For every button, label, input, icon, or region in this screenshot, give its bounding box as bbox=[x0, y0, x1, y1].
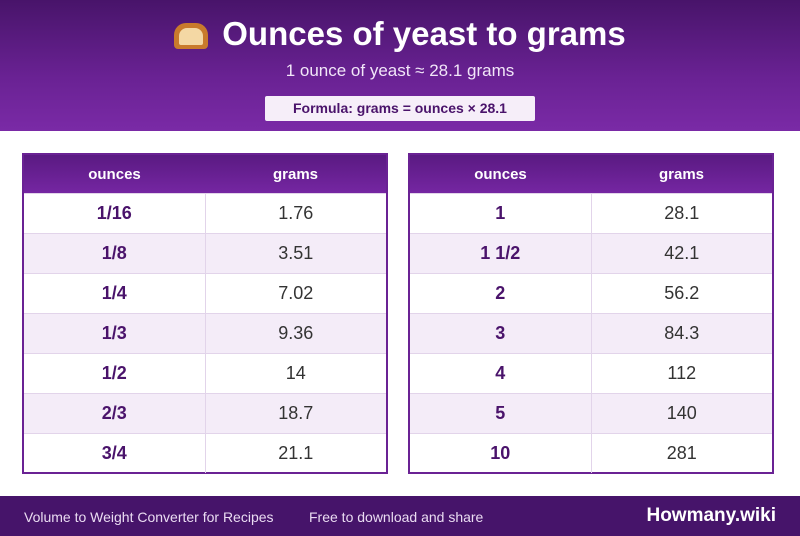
table-row: 1 1/2 42.1 bbox=[410, 233, 772, 273]
ounces-cell: 1/2 bbox=[24, 354, 206, 393]
grams-cell: 9.36 bbox=[278, 323, 314, 343]
ounces-cell: 10 bbox=[410, 434, 592, 473]
grams-cell: 28.1 bbox=[664, 203, 700, 223]
ounces-cell: 2/3 bbox=[24, 394, 206, 433]
table-row: 3 84.3 bbox=[410, 313, 772, 353]
formula-box: Formula: grams = ounces × 28.1 bbox=[265, 96, 535, 121]
table-row: 1/2 14 bbox=[24, 353, 386, 393]
grams-cell: 21.1 bbox=[278, 443, 314, 463]
ounces-cell: 1/8 bbox=[24, 234, 206, 273]
grams-cell: 84.3 bbox=[664, 323, 700, 343]
footer-brand: Howmany.wiki bbox=[646, 505, 776, 526]
ounces-cell: 1/16 bbox=[24, 194, 206, 233]
grams-cell: 7.02 bbox=[278, 283, 314, 303]
ounces-cell: 1/3 bbox=[24, 314, 206, 353]
grams-cell: 281 bbox=[666, 443, 697, 463]
table-row: 2/3 18.7 bbox=[24, 393, 386, 433]
ounces-cell: 1/4 bbox=[24, 274, 206, 313]
column-header-grams: grams bbox=[658, 165, 705, 183]
grams-cell: 112 bbox=[667, 363, 697, 383]
table-row: 3/4 21.1 bbox=[24, 433, 386, 473]
page-title-text: Ounces of yeast to grams bbox=[222, 15, 626, 52]
page-title: Ounces of yeast to grams bbox=[0, 14, 800, 54]
bread-icon bbox=[174, 19, 209, 49]
table-row: 1/8 3.51 bbox=[24, 233, 386, 273]
ounces-cell: 2 bbox=[410, 274, 592, 313]
conversion-table-right: ounces grams 1 28.1 1 1/2 42.1 2 56.2 3 … bbox=[408, 153, 774, 474]
table-row: 4 112 bbox=[410, 353, 772, 393]
ounces-cell: 4 bbox=[410, 354, 592, 393]
table-row: 2 56.2 bbox=[410, 273, 772, 313]
table-row: 5 140 bbox=[410, 393, 772, 433]
ounces-cell: 1 bbox=[410, 194, 592, 233]
column-header-ounces: ounces bbox=[474, 165, 527, 183]
page-subtitle: 1 ounce of yeast ≈ 28.1 grams bbox=[285, 61, 515, 80]
table-header: ounces grams bbox=[410, 155, 772, 193]
footer-bar: Volume to Weight Converter for Recipes F… bbox=[0, 496, 800, 536]
grams-cell: 56.2 bbox=[664, 283, 700, 303]
ounces-cell: 5 bbox=[410, 394, 592, 433]
ounces-cell: 1 1/2 bbox=[410, 234, 592, 273]
ounces-cell: 3/4 bbox=[24, 434, 206, 473]
column-header-grams: grams bbox=[272, 165, 319, 183]
footer-converter-text: Volume to Weight Converter for Recipes bbox=[24, 509, 274, 525]
header-banner: Ounces of yeast to grams 1 ounce of yeas… bbox=[0, 0, 800, 131]
ounces-cell: 3 bbox=[410, 314, 592, 353]
table-row: 1/4 7.02 bbox=[24, 273, 386, 313]
grams-cell: 18.7 bbox=[278, 403, 314, 423]
grams-cell: 42.1 bbox=[664, 243, 700, 263]
grams-cell: 14 bbox=[285, 363, 306, 383]
table-row: 1/3 9.36 bbox=[24, 313, 386, 353]
conversion-table-left: ounces grams 1/16 1.76 1/8 3.51 1/4 7.02… bbox=[22, 153, 388, 474]
table-row: 1 28.1 bbox=[410, 193, 772, 233]
table-row: 10 281 bbox=[410, 433, 772, 473]
grams-cell: 1.76 bbox=[278, 203, 314, 223]
table-row: 1/16 1.76 bbox=[24, 193, 386, 233]
column-header-ounces: ounces bbox=[88, 165, 141, 183]
table-header: ounces grams bbox=[24, 155, 386, 193]
grams-cell: 140 bbox=[666, 403, 697, 423]
grams-cell: 3.51 bbox=[278, 243, 314, 263]
footer-share-text: Free to download and share bbox=[309, 509, 484, 525]
